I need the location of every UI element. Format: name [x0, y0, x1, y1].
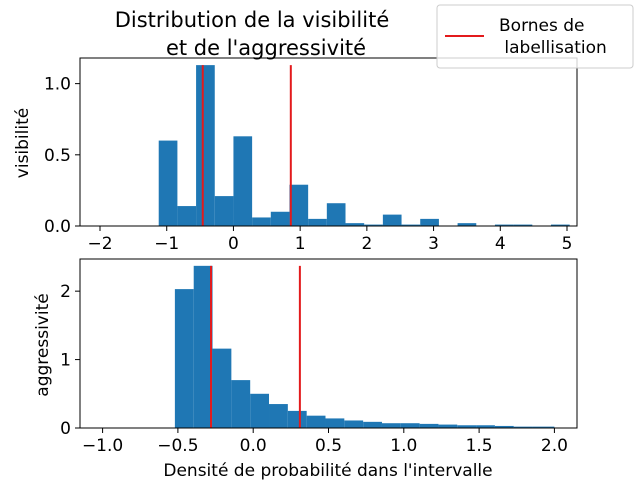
visibility-y-tick-label: 0.5: [44, 146, 71, 166]
visibility-bar: [457, 223, 477, 226]
visibility-bar: [214, 196, 234, 226]
aggressivity-bar: [250, 393, 270, 428]
aggressivity-bar: [494, 425, 514, 428]
aggressivity-bar: [476, 425, 495, 428]
visibility-x-tick-label: 5: [562, 234, 573, 254]
visibility-x-tick-label: −1: [154, 234, 179, 254]
visibility-bar: [289, 184, 309, 226]
visibility-bars: [158, 65, 570, 227]
aggressivity-x-tick-label: −1.0: [82, 436, 123, 456]
aggressivity-bar: [325, 418, 345, 428]
aggressivity-bar: [231, 380, 251, 428]
visibility-bar: [326, 203, 346, 226]
x-axis-label: Densité de probabilité dans l'intervalle: [163, 461, 492, 480]
visibility-bound-lines: [201, 65, 292, 226]
visibility-bar: [252, 217, 271, 226]
visibility-axes-frame: [79, 57, 578, 227]
aggressivity-bar: [381, 423, 401, 428]
legend-label-line-1: Bornes de: [499, 16, 585, 36]
aggressivity-x-tick-label: 0.0: [240, 436, 267, 456]
aggressivity-bar: [212, 348, 232, 428]
visibility-bar: [364, 224, 383, 226]
visibility-x-tick-label: −2: [87, 234, 112, 254]
aggressivity-y-axis-label: aggressivité: [33, 293, 53, 396]
visibility-x-tick-label: 4: [495, 234, 506, 254]
aggressivity-bar: [174, 289, 194, 428]
subplot-aggressivity: −1.0 −0.5 0.0 0.5 1.0 1.5 2.0 0 1 2 aggressivité…: [33, 258, 578, 480]
aggressivity-bar: [193, 265, 213, 428]
visibility-y-tick-label: 1.0: [44, 75, 71, 95]
visibility-bar: [196, 65, 215, 227]
aggressivity-bar: [344, 420, 364, 428]
aggressivity-x-tick-label: 1.0: [390, 436, 417, 456]
aggressivity-axes-frame: [79, 258, 578, 429]
visibility-x-tick-label: 1: [295, 234, 306, 254]
subplot-visibility: −2 −1 0 1 2 3 4 5 0.0 0.5 1.0 visibilité: [13, 57, 578, 254]
visibility-bar: [158, 140, 178, 226]
aggressivity-x-ticks: −1.0 −0.5 0.0 0.5 1.0 1.5 2.0: [82, 428, 568, 456]
aggressivity-y-tick-label: 2: [60, 282, 71, 302]
chart-title-line-1: Distribution de la visibilité: [115, 8, 390, 32]
aggressivity-bound-lines: [210, 265, 301, 428]
visibility-x-tick-label: 0: [228, 234, 239, 254]
visibility-bar: [550, 224, 570, 226]
legend-frame: [436, 4, 634, 69]
chart-title-line-2: et de l'aggressivité: [166, 36, 366, 60]
aggressivity-y-ticks: 0 1 2: [60, 282, 80, 439]
visibility-bar: [270, 211, 290, 226]
visibility-y-axis-label: visibilité: [13, 108, 33, 178]
aggressivity-x-tick-label: 1.5: [466, 436, 493, 456]
visibility-y-tick-label: 0.0: [44, 217, 71, 237]
aggressivity-bar: [438, 424, 458, 428]
aggressivity-x-tick-label: 0.5: [315, 436, 342, 456]
visibility-bar: [420, 218, 439, 226]
aggressivity-bar: [287, 410, 307, 428]
aggressivity-y-tick-label: 0: [60, 419, 71, 439]
legend-label-line-2: labellisation: [499, 38, 607, 58]
visibility-bar: [233, 136, 253, 226]
aggressivity-bar: [269, 404, 288, 428]
aggressivity-x-tick-label: 2.0: [541, 436, 568, 456]
visibility-bar: [513, 224, 533, 226]
visibility-bar: [177, 206, 197, 226]
aggressivity-bar: [306, 415, 326, 428]
visibility-x-tick-label: 2: [361, 234, 372, 254]
aggressivity-bar: [400, 423, 420, 428]
legend: Bornes de labellisation: [436, 4, 634, 69]
visibility-bar: [401, 224, 421, 226]
aggressivity-bars: [174, 265, 555, 428]
visibility-bar: [345, 223, 365, 226]
visibility-bar: [308, 218, 327, 226]
visibility-x-tick-label: 3: [428, 234, 439, 254]
aggressivity-bar: [419, 423, 439, 428]
aggressivity-bar: [363, 421, 382, 428]
visibility-bar: [494, 224, 514, 226]
aggressivity-bar: [532, 426, 555, 428]
visibility-bar: [382, 214, 402, 226]
aggressivity-y-tick-label: 1: [60, 351, 71, 371]
visibility-y-ticks: 0.0 0.5 1.0: [44, 75, 80, 237]
aggressivity-x-tick-label: −0.5: [157, 436, 198, 456]
aggressivity-bar: [513, 426, 533, 428]
aggressivity-bar: [457, 425, 477, 428]
visibility-x-ticks: −2 −1 0 1 2 3 4 5: [87, 226, 572, 254]
